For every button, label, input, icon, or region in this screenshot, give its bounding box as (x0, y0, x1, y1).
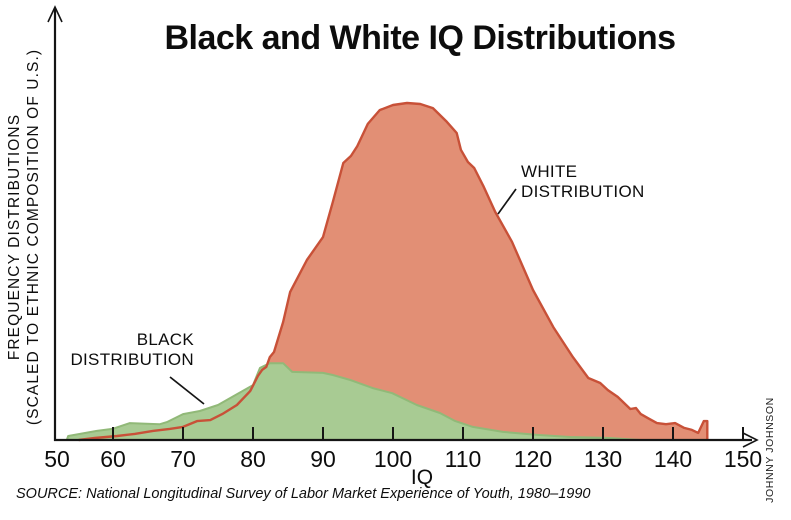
x-axis-tick-label: 100 (373, 446, 413, 472)
white-label-leader-line (497, 188, 517, 215)
black-distribution-label-line2: DISTRIBUTION (70, 349, 194, 369)
black-distribution-line (65, 362, 641, 441)
x-axis-ticks (112, 427, 744, 440)
white-distribution-label-line2: DISTRIBUTION (521, 181, 645, 201)
x-axis-tick-label: 80 (240, 446, 266, 472)
white-distribution-area (78, 103, 708, 440)
white-distribution-label: WHITE DISTRIBUTION (521, 162, 645, 201)
y-axis-arrow-icon (47, 5, 63, 23)
black-distribution-label: BLACK DISTRIBUTION (63, 330, 194, 369)
x-axis-tick-label: 60 (100, 446, 126, 472)
x-axis-arrow-icon (742, 432, 759, 448)
black-distribution-label-line1: BLACK (136, 330, 194, 349)
x-axis-tick-label: 70 (170, 446, 196, 472)
y-axis-title: FREQUENCY DISTRIBUTIONS (SCALED TO ETHNI… (5, 49, 43, 425)
white-distribution-label-line1: WHITE (521, 162, 578, 181)
black-label-leader-line (169, 376, 205, 405)
y-axis-title-line2: (SCALED TO ETHNIC COMPOSITION OF U.S.) (25, 48, 42, 426)
source-note: SOURCE: National Longitudinal Survey of … (16, 486, 591, 502)
y-axis-title-line1: FREQUENCY DISTRIBUTIONS (6, 113, 23, 361)
x-axis-title: IQ (410, 466, 434, 489)
x-axis-tick-label: 140 (653, 446, 693, 472)
x-axis-tick-label: 90 (310, 446, 336, 472)
x-axis-tick-label: 120 (513, 446, 553, 472)
x-axis-tick-label: 150 (723, 446, 763, 472)
chart-title: Black and White IQ Distributions (164, 19, 676, 57)
x-axis-tick-label: 110 (444, 446, 482, 472)
x-axis-tick-label: 50 (44, 446, 70, 472)
artist-credit: JOHNNY JOHNSON (764, 397, 776, 503)
x-axis-tick-label: 130 (583, 446, 623, 472)
white-distribution-line (78, 101, 709, 442)
